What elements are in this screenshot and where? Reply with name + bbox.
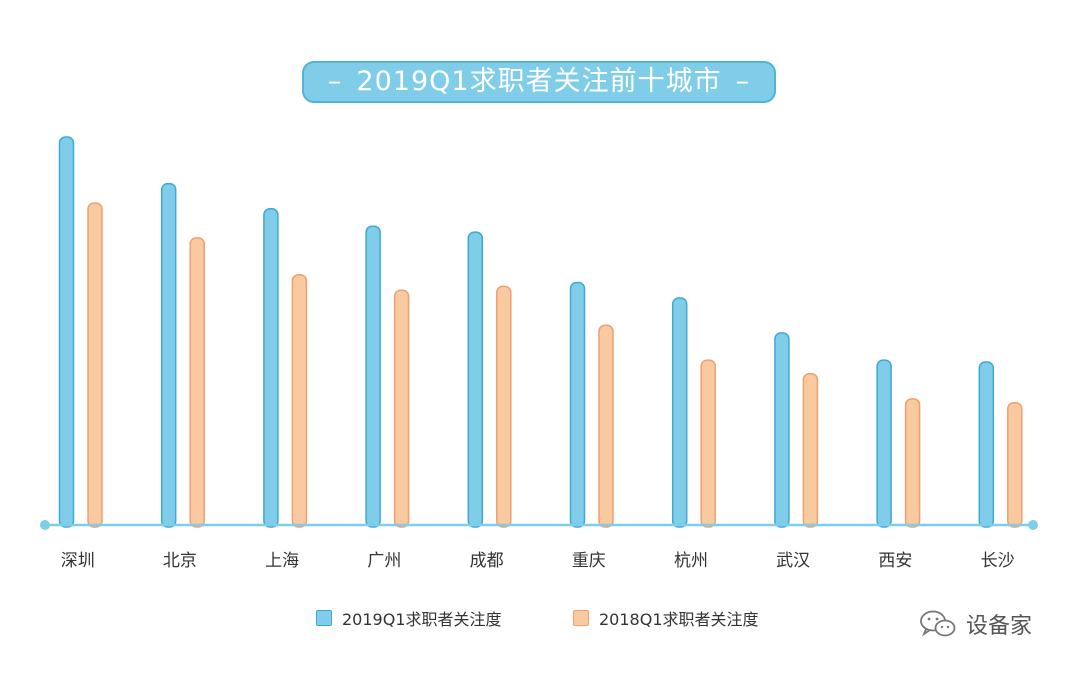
x-axis: [40, 520, 1038, 530]
x-axis-right-dot: [1028, 520, 1038, 530]
title-dash-right: –: [735, 66, 751, 97]
bar-2019-7: [671, 297, 688, 528]
bar-2019-1: [58, 136, 75, 528]
bars-group: [58, 136, 1023, 528]
bar-2018-7: [700, 359, 716, 528]
watermark: 设备家: [918, 608, 1032, 640]
category-label-7: 杭州: [674, 551, 708, 571]
bar-2019-6: [569, 281, 586, 528]
category-label-5: 成都: [470, 551, 504, 571]
category-label-3: 上海: [265, 551, 299, 571]
chart-title-text: 2019Q1求职者关注前十城市: [356, 66, 722, 97]
legend-item-2018: 2018Q1求职者关注度: [573, 606, 759, 630]
bar-2019-4: [365, 225, 381, 528]
title-dash-left: –: [327, 66, 343, 97]
bar-2019-8: [774, 332, 790, 528]
legend-swatch-2019: [316, 610, 332, 626]
category-label-1: 深圳: [61, 551, 95, 571]
bar-2018-3: [291, 273, 308, 528]
chart-title: –2019Q1求职者关注前十城市 –: [302, 61, 776, 103]
bar-2018-1: [87, 202, 103, 528]
legend-label-2018: 2018Q1求职者关注度: [599, 610, 759, 629]
bar-2019-5: [467, 231, 484, 528]
category-label-2: 北京: [163, 551, 197, 571]
category-label-10: 长沙: [981, 551, 1015, 571]
bar-2019-3: [263, 208, 279, 528]
bar-2019-10: [978, 361, 995, 528]
bar-2018-9: [904, 398, 921, 528]
legend: 2019Q1求职者关注度 2018Q1求职者关注度: [0, 606, 1080, 632]
category-label-4: 广州: [367, 551, 401, 571]
bar-2018-8: [802, 372, 819, 528]
wechat-icon: [920, 610, 956, 637]
bar-2018-6: [598, 324, 614, 528]
bar-2018-10: [1007, 402, 1023, 528]
bar-2019-9: [876, 359, 892, 528]
category-labels: 深圳 北京 上海 广州 成都 重庆 杭州 武汉 西安 长沙: [61, 551, 1015, 571]
bar-2018-2: [189, 237, 205, 528]
bar-2019-2: [160, 182, 177, 528]
x-axis-left-dot: [40, 520, 50, 530]
category-label-8: 武汉: [776, 551, 810, 571]
category-label-6: 重庆: [572, 551, 606, 571]
category-label-9: 西安: [878, 551, 912, 571]
bar-chart: 深圳 北京 上海 广州 成都 重庆 杭州 武汉 西安 长沙: [40, 136, 1038, 571]
legend-swatch-2018: [573, 610, 589, 626]
watermark-text: 设备家: [966, 614, 1033, 639]
legend-label-2019: 2019Q1求职者关注度: [342, 610, 502, 629]
bar-2018-4: [393, 289, 410, 528]
bar-2018-5: [496, 285, 512, 528]
legend-item-2019: 2019Q1求职者关注度: [316, 606, 502, 630]
